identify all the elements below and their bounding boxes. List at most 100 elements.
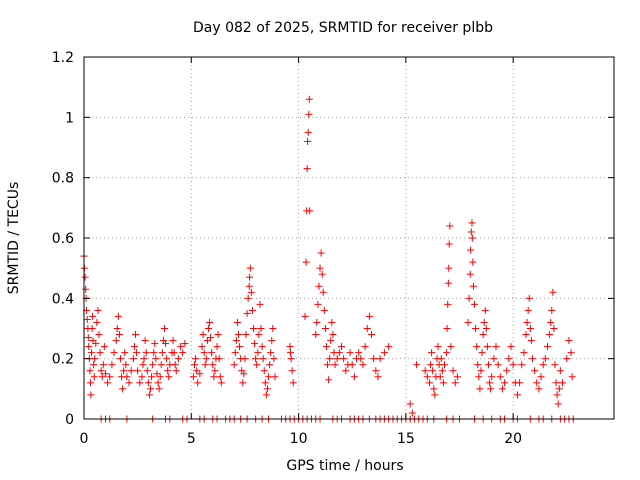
data-point — [232, 337, 240, 345]
data-point — [286, 343, 294, 351]
data-point — [143, 367, 151, 375]
data-point — [256, 300, 264, 308]
data-point — [154, 379, 162, 387]
data-point — [320, 306, 328, 314]
data-point — [268, 337, 276, 345]
data-point — [88, 325, 96, 332]
data-point — [265, 373, 273, 381]
data-point — [208, 349, 216, 357]
y-tick-label: 0.8 — [52, 171, 74, 187]
data-point — [486, 379, 494, 387]
data-point — [331, 361, 339, 369]
data-point — [503, 367, 511, 375]
data-point — [479, 331, 487, 339]
data-point — [516, 379, 524, 387]
data-point — [483, 343, 491, 351]
data-point — [259, 355, 267, 363]
data-point — [153, 370, 161, 378]
y-tick-label: 1 — [65, 110, 74, 126]
data-point — [152, 355, 160, 363]
data-point — [478, 349, 486, 357]
data-point — [541, 355, 549, 363]
data-point — [81, 273, 89, 281]
data-point — [302, 258, 310, 266]
data-point — [267, 349, 275, 357]
data-point — [248, 306, 256, 314]
data-point — [474, 361, 482, 369]
data-point — [240, 370, 248, 378]
data-point — [471, 300, 479, 308]
data-point — [127, 367, 135, 375]
data-point — [473, 343, 481, 351]
data-point — [231, 349, 239, 357]
data-point — [189, 373, 197, 381]
data-point — [156, 373, 164, 381]
data-point — [179, 349, 187, 357]
data-point — [121, 349, 129, 357]
data-point — [138, 373, 146, 381]
data-point — [145, 391, 153, 399]
data-point — [546, 331, 554, 339]
data-point — [252, 355, 260, 363]
data-point — [565, 337, 573, 345]
data-point — [131, 331, 139, 339]
data-point — [453, 373, 461, 381]
data-point — [551, 361, 559, 369]
data-point — [376, 355, 384, 363]
data-point — [447, 343, 455, 351]
data-point — [533, 379, 541, 387]
data-point — [552, 379, 560, 387]
data-point — [315, 282, 323, 290]
data-points — [80, 95, 577, 423]
data-point — [326, 355, 334, 363]
data-point — [234, 331, 242, 339]
data-point — [370, 355, 378, 363]
data-point — [319, 288, 327, 296]
data-point — [210, 373, 218, 381]
data-point — [202, 355, 210, 363]
data-point — [87, 391, 95, 399]
data-point — [365, 312, 373, 320]
data-point — [539, 361, 547, 369]
data-point — [144, 379, 152, 387]
data-point — [305, 95, 313, 103]
data-point — [104, 379, 112, 387]
data-point — [451, 379, 459, 387]
data-point — [322, 343, 330, 351]
data-point — [142, 349, 150, 357]
data-point — [305, 110, 313, 118]
data-point — [304, 137, 312, 145]
data-point — [130, 343, 138, 351]
data-point — [316, 264, 324, 272]
data-point — [139, 361, 147, 369]
data-point — [439, 379, 447, 387]
data-point — [136, 379, 144, 387]
data-point — [328, 318, 336, 326]
data-point — [164, 367, 172, 375]
data-point — [496, 373, 504, 381]
data-point — [481, 306, 489, 314]
data-point — [547, 318, 555, 326]
data-point — [445, 264, 453, 272]
data-point — [476, 385, 484, 393]
data-point — [94, 306, 102, 314]
x-tick-label: 0 — [80, 431, 89, 447]
data-point — [525, 294, 533, 302]
data-point — [535, 385, 543, 393]
data-point — [304, 128, 312, 136]
data-point — [246, 273, 254, 281]
data-point — [329, 331, 337, 339]
data-point — [261, 379, 269, 387]
data-point — [443, 349, 451, 357]
data-point — [108, 361, 116, 369]
data-point — [129, 355, 137, 363]
data-point — [150, 349, 158, 357]
data-point — [437, 355, 445, 363]
data-point — [480, 318, 488, 326]
data-point — [262, 391, 270, 399]
data-point — [106, 373, 114, 381]
data-point — [465, 294, 473, 302]
data-point — [90, 373, 98, 381]
data-point — [245, 282, 253, 290]
data-point — [428, 349, 436, 357]
